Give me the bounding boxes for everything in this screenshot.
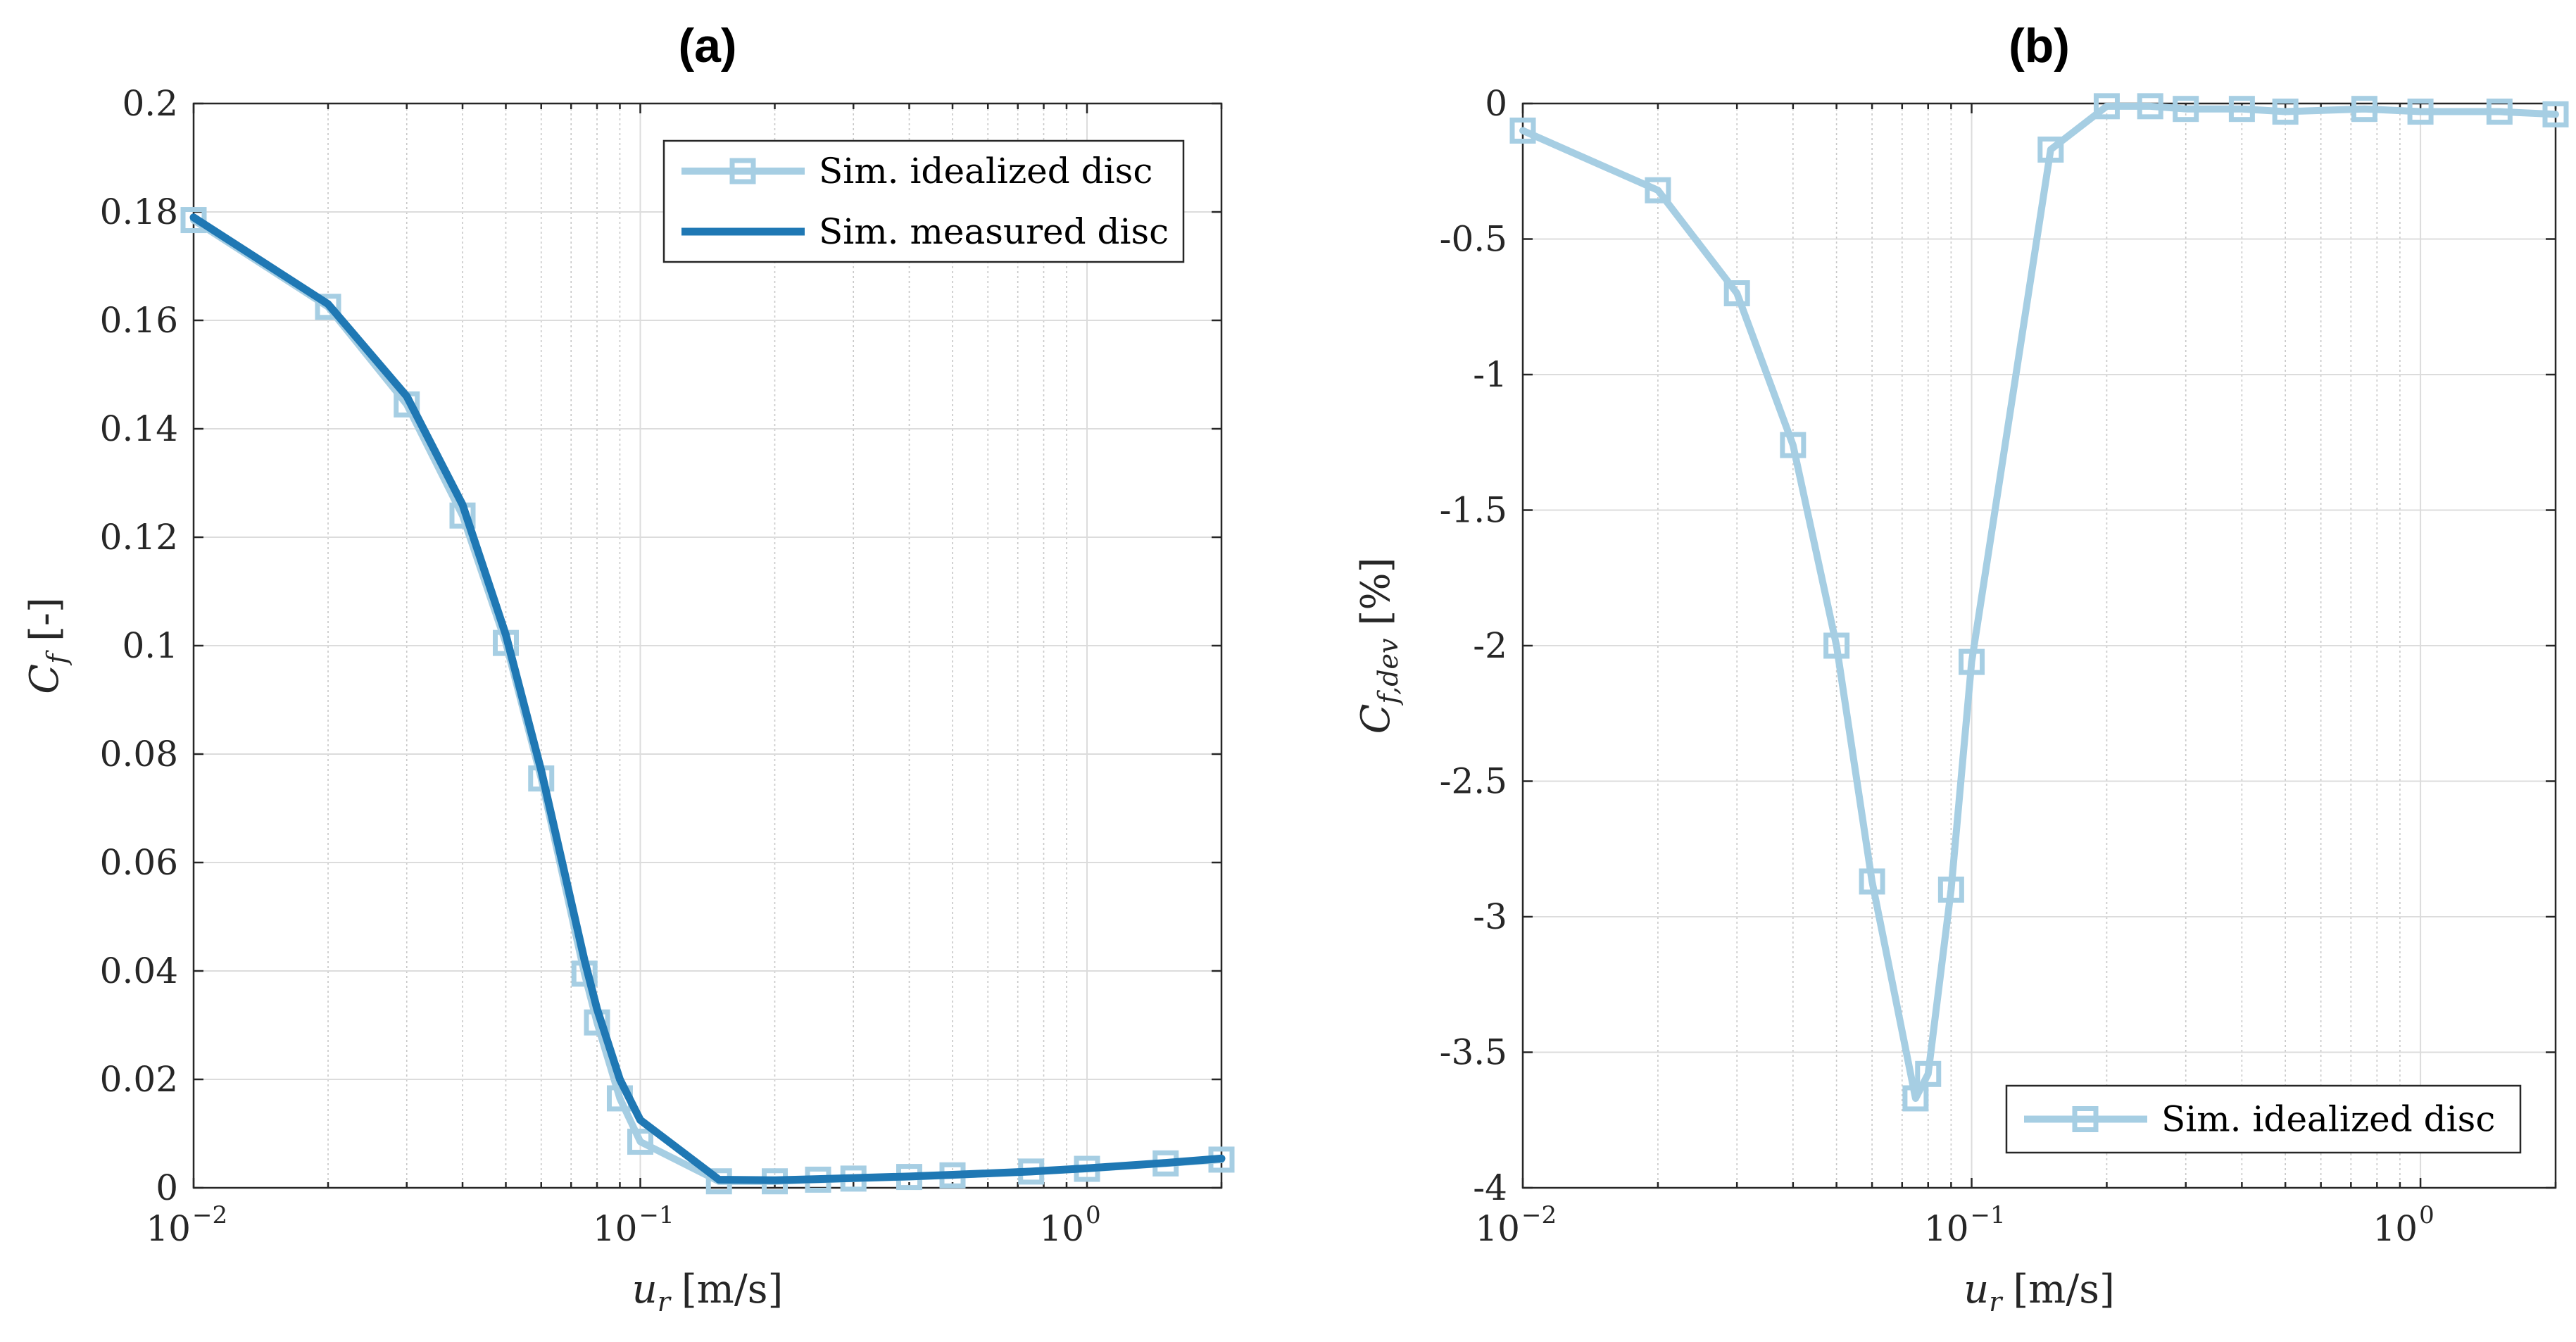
x-tick-exponent: −1 (1971, 1201, 2006, 1229)
x-tick-exponent: 0 (2419, 1201, 2434, 1229)
y-tick-label: 0.14 (100, 408, 178, 449)
y-tick-label: 0.18 (100, 192, 178, 232)
y-tick-label: 0.1 (122, 625, 178, 666)
legend-marker (729, 158, 756, 184)
series-idealized (1509, 93, 2569, 1112)
data-point-marker (2542, 101, 2569, 127)
series-line (189, 213, 1226, 1184)
x-tick-exponent: −2 (192, 1201, 227, 1229)
data-point-marker (627, 1129, 653, 1155)
data-point-marker (1723, 280, 1750, 306)
x-tick-exponent: −2 (1521, 1201, 1557, 1229)
data-point-marker (2228, 96, 2255, 123)
data-point-marker (2037, 136, 2064, 163)
y-tick-label: -0.5 (1440, 219, 1507, 260)
data-point-marker (1959, 648, 1985, 675)
x-tick-exponent: 0 (1086, 1201, 1101, 1229)
data-point-marker (1645, 177, 1671, 203)
data-point-marker (2486, 99, 2513, 125)
data-point-marker (2173, 96, 2199, 123)
y-tick-label: -1 (1473, 354, 1507, 395)
x-tick-label: 10 −2 (1475, 1201, 1557, 1249)
data-point-marker (1780, 432, 1807, 458)
x-tick-base: 10 (2373, 1208, 2418, 1249)
data-point-marker (2093, 93, 2120, 120)
legend-label: Sim. idealized disc (2161, 1099, 2495, 1140)
x-tick-base: 10 (1039, 1208, 1084, 1249)
series-measured (189, 213, 1226, 1184)
x-tick-label: 10 0 (1039, 1201, 1100, 1249)
y-tick-label: 0 (156, 1167, 178, 1208)
y-tick-label: 0.16 (100, 300, 178, 341)
x-tick-label: 10 −1 (593, 1201, 674, 1249)
y-tick-label: -4 (1473, 1167, 1507, 1208)
x-axis-label: ur [m/s] (1964, 1267, 2115, 1317)
data-point-marker (2137, 93, 2163, 120)
x-tick-base: 10 (1924, 1208, 1969, 1249)
y-tick-label: -2.5 (1440, 761, 1507, 802)
legend: Sim. idealized disc (2005, 1084, 2522, 1154)
x-tick-label: 10 −2 (146, 1201, 227, 1249)
x-tick-base: 10 (146, 1208, 191, 1249)
legend-entry: Sim. idealized disc (681, 151, 1152, 192)
y-tick-label: 0.02 (100, 1059, 178, 1100)
panel-a: 0 0.02 0.04 0.06 0.08 0.1 0.12 0.14 0.16 0.18 0.2 1… (22, 19, 1235, 1317)
data-point-marker (1509, 118, 1536, 144)
data-point-marker (1823, 632, 1850, 659)
x-tick-exponent: −1 (639, 1201, 674, 1229)
y-tick-label: -1.5 (1440, 490, 1507, 531)
legend-entry: Sim. idealized disc (2024, 1099, 2495, 1140)
y-tick-label: -3.5 (1440, 1032, 1507, 1073)
data-point-marker (1915, 1060, 1942, 1087)
y-tick-label: -3 (1473, 896, 1507, 937)
chart-title: (a) (678, 19, 736, 73)
x-tick-base: 10 (1475, 1208, 1520, 1249)
data-point-marker (2351, 96, 2377, 123)
data-point-marker (315, 294, 341, 320)
data-point-marker (2407, 99, 2434, 125)
y-tick-label: 0.08 (100, 734, 178, 775)
y-tick-label: 0.06 (100, 842, 178, 883)
legend-marker (2072, 1106, 2099, 1132)
x-tick-label: 10 −1 (1924, 1201, 2006, 1249)
y-tick-label: -2 (1473, 625, 1507, 666)
y-axis-label: Cf[-] (22, 597, 73, 694)
x-tick-label: 10 0 (2373, 1201, 2434, 1249)
y-tick-label: 0.04 (100, 951, 178, 991)
legend: Sim. idealized disc Sim. measured disc (662, 139, 1185, 263)
y-tick-label: 0.2 (122, 83, 178, 124)
y-tick-label: 0 (1485, 83, 1507, 124)
chart-title: (b) (2009, 19, 2070, 73)
legend-label: Sim. measured disc (819, 211, 1169, 252)
legend-label: Sim. idealized disc (819, 151, 1152, 192)
data-point-marker (2272, 99, 2299, 125)
series-line (1519, 102, 2559, 1102)
x-tick-base: 10 (593, 1208, 638, 1249)
data-point-marker (1859, 868, 1885, 895)
grid (193, 103, 1222, 1189)
data-point-marker (1902, 1085, 1929, 1112)
y-tick-label: 0.12 (100, 517, 178, 558)
data-point-marker (1937, 877, 1964, 903)
y-axis-label: Cf,dev[%] (1353, 558, 1404, 734)
x-axis-label: ur [m/s] (632, 1267, 784, 1317)
legend-entry: Sim. measured disc (681, 211, 1169, 252)
